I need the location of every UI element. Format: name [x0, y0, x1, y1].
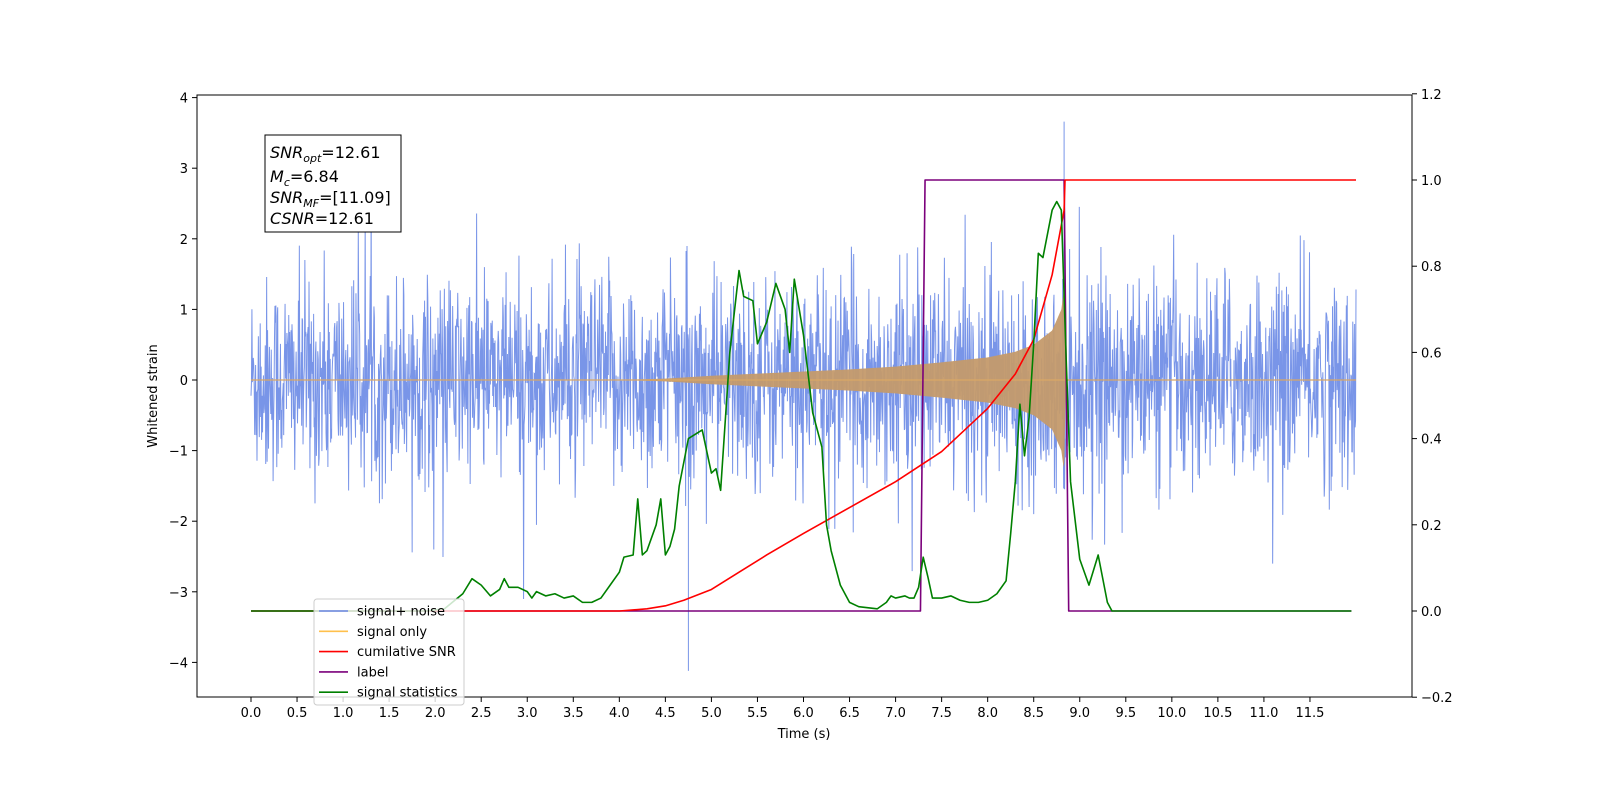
x-tick-label: 7.0: [885, 706, 906, 721]
x-tick-label: 7.5: [931, 706, 952, 721]
x-tick-label: 1.0: [333, 706, 354, 721]
csnr-text: CSNR=12.61: [270, 209, 374, 228]
series-signal-statistics: [251, 200, 1352, 612]
y2-tick-label: 0.0: [1421, 605, 1442, 620]
x-axis-ticks: 0.0 0.5 1.0 1.5 2.0 2.5 3.0 3.5 4.0 4.5 5.0 5.5 6.0 6…: [241, 697, 1324, 721]
x-tick-label: 6.5: [839, 706, 860, 721]
y-tick-label: 1: [180, 303, 188, 318]
x-tick-label: 4.5: [655, 706, 676, 721]
y-tick-label: 3: [180, 162, 188, 177]
x-tick-label: 4.0: [609, 706, 630, 721]
y-tick-label: −2: [169, 515, 188, 530]
y-axis-title: Whitened strain: [146, 344, 161, 447]
y2-tick-label: 0.6: [1421, 346, 1442, 361]
mc-text: Mc=6.84: [270, 167, 339, 189]
x-tick-label: 8.5: [1023, 706, 1044, 721]
annotation-box: SNRopt=12.61 Mc=6.84 SNRMF=[11.09] CSNR=…: [264, 134, 402, 233]
plot-area: [250, 121, 1357, 671]
x-tick-label: 10.5: [1203, 706, 1232, 721]
y-tick-label: 2: [180, 233, 188, 248]
legend-label: cumilative SNR: [357, 645, 456, 660]
x-tick-label: 8.0: [977, 706, 998, 721]
x-tick-label: 11.0: [1249, 706, 1278, 721]
y2-tick-label: 1.0: [1421, 174, 1442, 189]
y-axis-ticks: 4 3 2 1 0 −1 −2 −3 −4: [169, 92, 197, 671]
x-axis-title: Time (s): [777, 727, 831, 742]
y2-tick-label: 1.2: [1421, 88, 1442, 103]
legend-label: signal+ noise: [357, 605, 445, 620]
x-tick-label: 9.5: [1115, 706, 1136, 721]
snr-opt-text: SNRopt=12.61: [270, 143, 381, 165]
x-tick-label: 10.0: [1157, 706, 1186, 721]
x-tick-label: 2.5: [471, 706, 492, 721]
x-tick-label: 11.5: [1295, 706, 1324, 721]
x-tick-label: 5.5: [747, 706, 768, 721]
legend: signal+ noise signal only cumilative SNR la…: [313, 598, 465, 706]
legend-label: signal statistics: [357, 686, 458, 701]
axes-frame: [196, 94, 1413, 698]
x-tick-label: 6.0: [793, 706, 814, 721]
x-tick-label: 3.5: [563, 706, 584, 721]
series-signal-plus-noise: [250, 121, 1357, 671]
x-tick-label: 3.0: [517, 706, 538, 721]
y2-tick-label: 0.2: [1421, 519, 1442, 534]
x-tick-label: 2.0: [425, 706, 446, 721]
y-tick-label: −4: [169, 656, 188, 671]
y-tick-label: −1: [169, 445, 188, 460]
y-tick-label: −3: [169, 586, 188, 601]
y-tick-label: 4: [180, 92, 188, 107]
x-tick-label: 0.5: [287, 706, 308, 721]
y2-axis-ticks: 1.2 1.0 0.8 0.6 0.4 0.2 0.0 −0.2: [1412, 88, 1453, 706]
snr-mf-text: SNRMF=[11.09]: [270, 188, 391, 210]
legend-label: signal only: [357, 625, 427, 640]
x-tick-label: 9.0: [1069, 706, 1090, 721]
x-tick-label: 1.5: [379, 706, 400, 721]
y2-tick-label: 0.8: [1421, 260, 1442, 275]
y2-tick-label: 0.4: [1421, 433, 1442, 448]
y-tick-label: 0: [180, 374, 188, 389]
x-tick-label: 5.0: [701, 706, 722, 721]
x-tick-label: 0.0: [241, 706, 262, 721]
legend-label: label: [357, 665, 388, 680]
y2-tick-label: −0.2: [1421, 691, 1453, 706]
